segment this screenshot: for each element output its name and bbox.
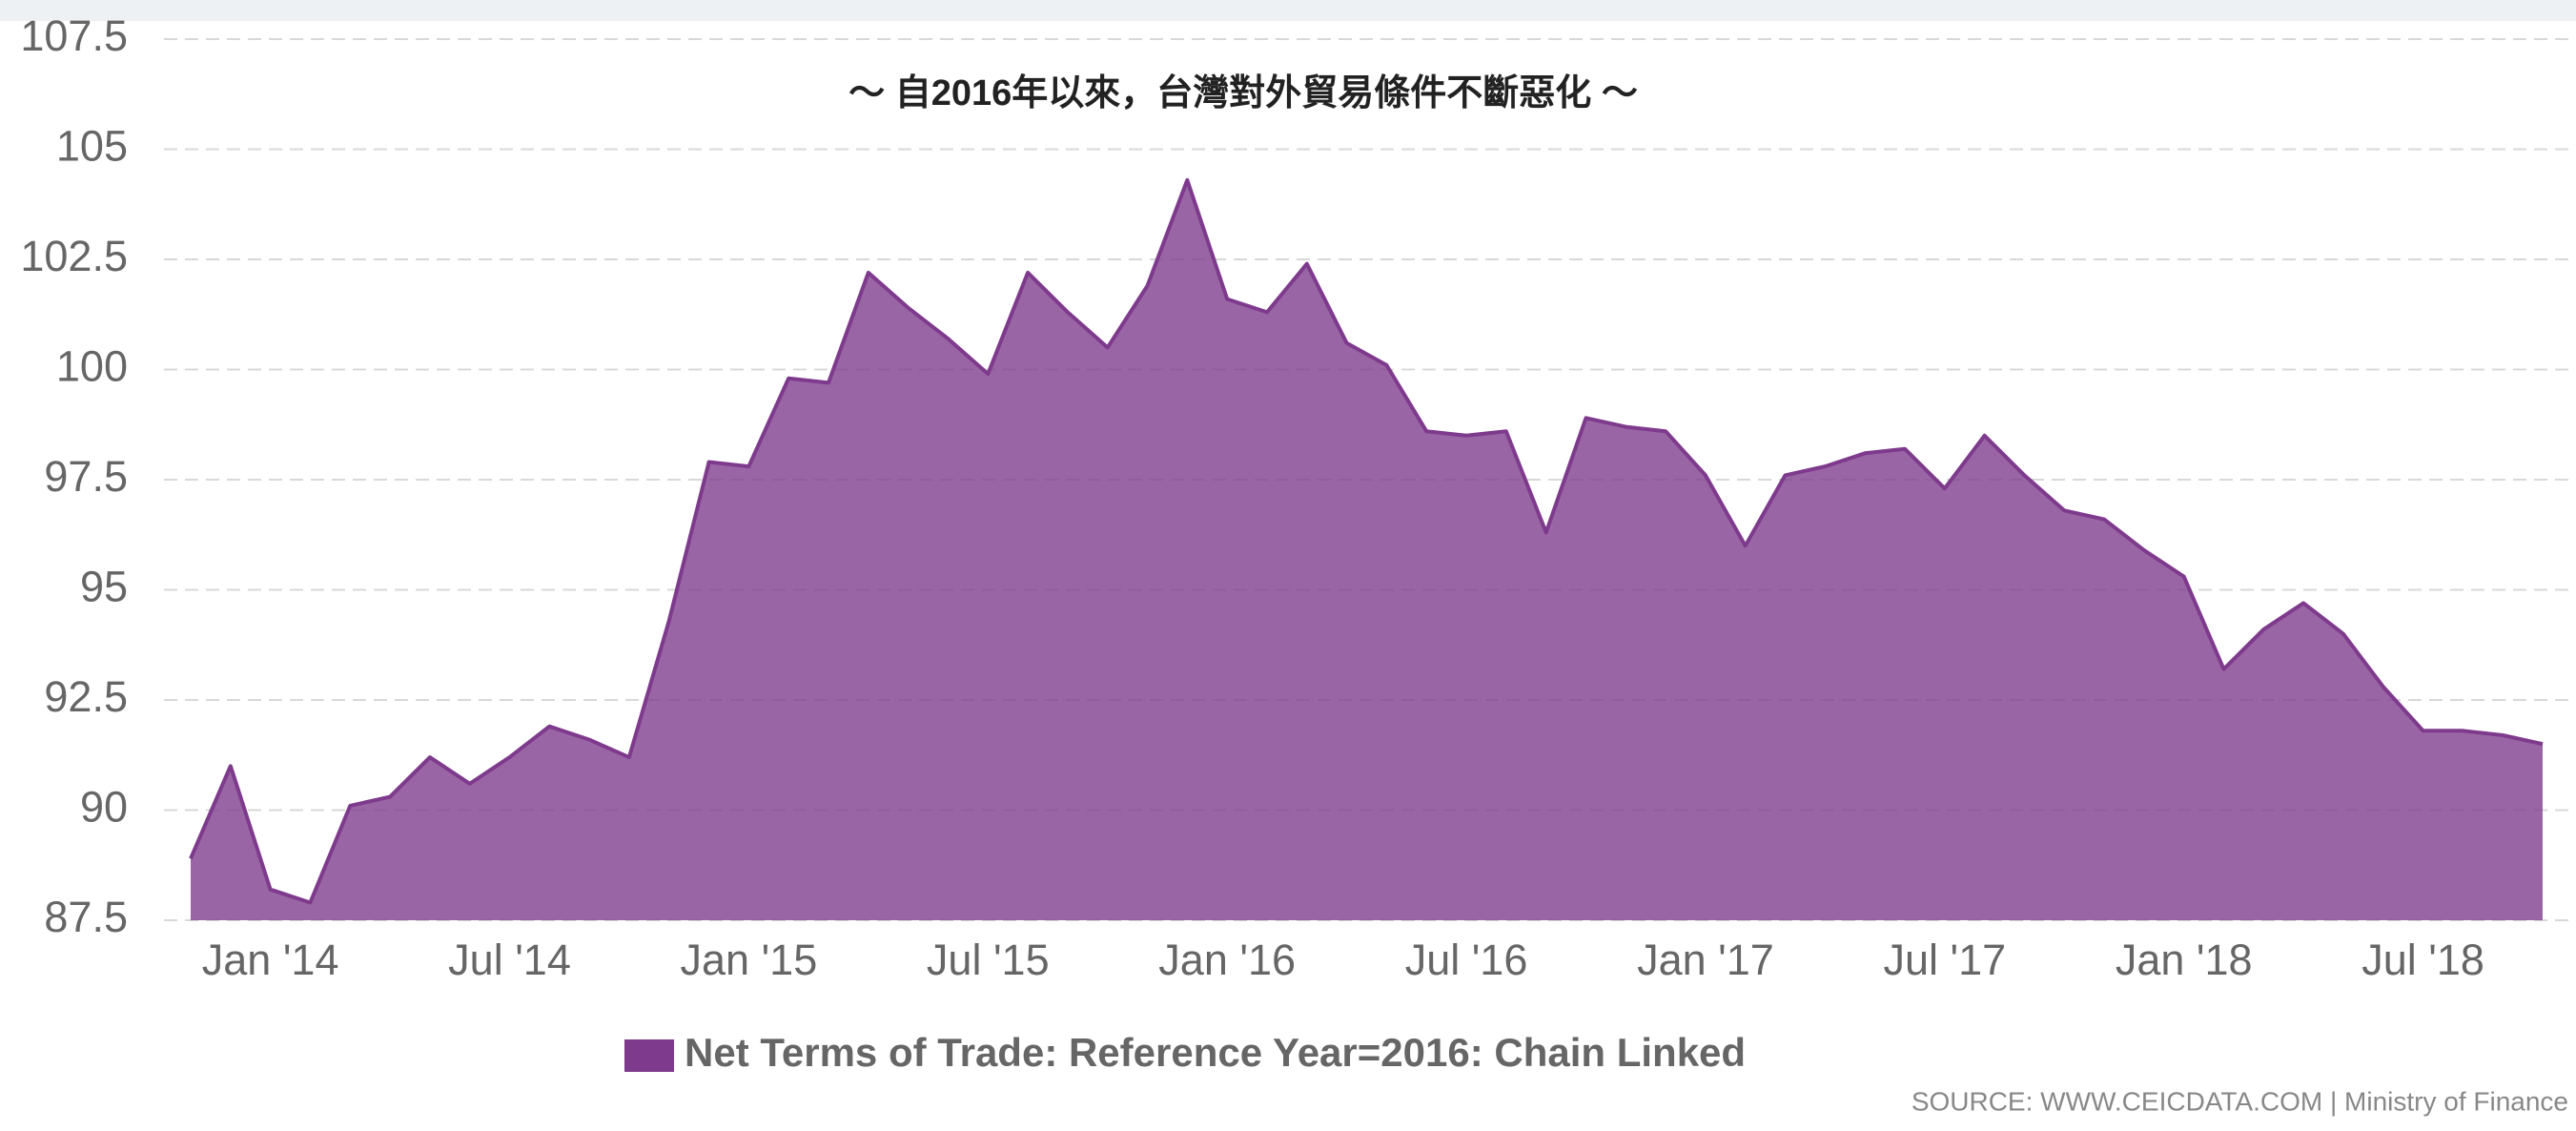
legend-swatch (624, 1039, 674, 1072)
x-tick-label: Jul '15 (927, 936, 1050, 984)
x-tick-label: Jul '16 (1405, 936, 1528, 984)
source: SOURCE: WWW.CEICDATA.COM | Ministry of F… (1912, 1086, 2568, 1116)
x-tick-label: Jul '17 (1883, 936, 2006, 984)
line (189, 177, 2544, 905)
x-tick-label: Jan '17 (1637, 936, 1774, 984)
y-tick-label: 102.5 (20, 232, 128, 280)
x-tick-label: Jan '18 (2116, 936, 2253, 984)
y-tick-label: 105 (56, 121, 128, 170)
x-tick-label: Jul '18 (2361, 936, 2484, 984)
x-tick-label: Jul '14 (448, 936, 571, 984)
x-tick-label: Jan '15 (681, 936, 818, 984)
area (191, 179, 2543, 921)
x-tick-label: Jan '16 (1158, 936, 1296, 984)
legend-label: Net Terms of Trade: Reference Year=2016:… (685, 1030, 1746, 1075)
y-tick-label: 107.5 (20, 11, 128, 60)
x-tick-label: Jan '14 (202, 936, 339, 984)
chart-title: ～ 自2016年以來，台灣對外貿易條件不斷惡化 ～ (848, 73, 1638, 113)
y-tick-label: 92.5 (44, 672, 128, 721)
y-tick-label: 97.5 (44, 452, 128, 501)
y-tick-label: 95 (80, 562, 128, 610)
y-tick-label: 87.5 (44, 893, 128, 941)
y-tick-label: 90 (80, 782, 128, 831)
top-strip (0, 0, 2576, 21)
y-tick-label: 100 (56, 341, 128, 390)
